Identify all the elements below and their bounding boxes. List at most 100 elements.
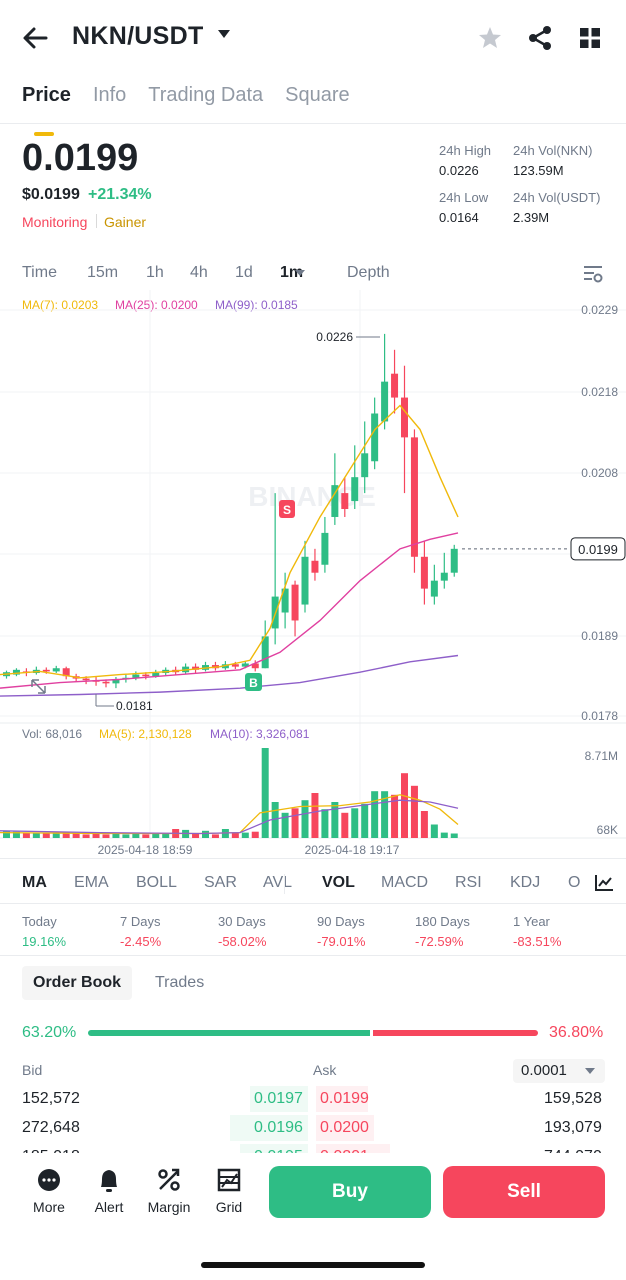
bid-price: 0.0196 (254, 1119, 303, 1136)
interval-4h[interactable]: 4h (190, 264, 208, 281)
indicator-settings-icon[interactable] (594, 874, 614, 892)
bid-ratio: 63.20% (22, 1024, 77, 1041)
candle-body (351, 477, 359, 502)
home-indicator (201, 1262, 425, 1268)
grid-button[interactable]: Grid (199, 1165, 259, 1215)
candle-body (112, 679, 120, 684)
indicator-avl[interactable]: AVL (263, 874, 293, 891)
vol-base-value: 123.59M (513, 163, 564, 178)
tab-info[interactable]: Info (92, 84, 127, 106)
volume-bar (92, 833, 100, 838)
top-bar: NKN/USDT (0, 0, 626, 76)
ma99-legend: MA(99): 0.0185 (215, 298, 298, 312)
monitoring-tag[interactable]: Monitoring (22, 214, 88, 230)
chart-settings-icon[interactable] (583, 265, 603, 283)
candle-body (42, 669, 50, 672)
more-button[interactable]: More (19, 1165, 79, 1215)
indicator-rsi[interactable]: RSI (455, 874, 482, 891)
ask-qty: 193,079 (544, 1119, 602, 1136)
alert-label: Alert (94, 1199, 124, 1215)
ask-price: 0.0199 (320, 1090, 369, 1107)
interval-depth[interactable]: Depth (347, 264, 390, 281)
perf-value: -83.51% (513, 934, 562, 949)
pair-title[interactable]: NKN/USDT (72, 22, 204, 50)
percent-icon (158, 1168, 180, 1191)
margin-button[interactable]: Margin (139, 1165, 199, 1215)
orderbook-row[interactable]: 272,648 0.0196 0.0200 193,079 (0, 1115, 626, 1143)
interval-1d[interactable]: 1d (235, 264, 253, 281)
interval-1h[interactable]: 1h (146, 264, 164, 281)
tab-trading-data[interactable]: Trading Data (148, 84, 264, 106)
price-change: +21.34% (88, 186, 152, 203)
bid-depth-bar (250, 1086, 308, 1112)
price-chart[interactable]: BINANCE0.02290.02180.02080.01890.01780.0… (0, 290, 626, 860)
volume-bar (341, 812, 349, 838)
vol-ma5-legend: MA(5): 2,130,128 (99, 727, 192, 741)
candle-body (52, 668, 60, 672)
candle-body (420, 556, 428, 589)
tab-square[interactable]: Square (285, 84, 350, 106)
ask-depth-bar (316, 1115, 374, 1141)
volume-bar (211, 834, 219, 838)
current-price-label: 0.0199 (578, 542, 618, 557)
tab-order-book[interactable]: Order Book (22, 966, 133, 1000)
divider (0, 858, 626, 859)
volume-bar (281, 812, 289, 838)
gainer-tag[interactable]: Gainer (104, 214, 147, 230)
volume-bar (122, 834, 130, 838)
y-axis-label: 0.0229 (581, 303, 618, 317)
indicator-macd[interactable]: MACD (381, 874, 429, 891)
vol-quote-value: 2.39M (513, 210, 550, 225)
indicator-more[interactable]: O (568, 874, 581, 891)
low-label: 24h Low (439, 190, 489, 205)
volume-bar (401, 773, 408, 838)
volume-bar (381, 791, 389, 838)
sell-button[interactable]: Sell (443, 1166, 605, 1218)
candle-body (341, 493, 349, 510)
candle-body (261, 636, 269, 669)
pair-dropdown-icon[interactable] (218, 30, 230, 38)
orderbook-row[interactable]: 152,572 0.0197 0.0199 159,528 (0, 1086, 626, 1114)
share-icon[interactable] (528, 25, 552, 51)
interval-dropdown-icon[interactable] (295, 270, 305, 276)
precision-select[interactable]: 0.0001 (513, 1059, 605, 1083)
volume-bar (440, 832, 448, 838)
indicator-boll[interactable]: BOLL (136, 874, 177, 891)
volume-bar (62, 831, 70, 838)
candle-body (12, 669, 20, 675)
candle-body (301, 556, 309, 605)
interval-1m[interactable]: 1m (280, 264, 304, 281)
candle-body (192, 666, 200, 670)
indicator-vol[interactable]: VOL (322, 874, 355, 891)
tab-trades[interactable]: Trades (155, 974, 205, 991)
vol-ma10-legend: MA(10): 3,326,081 (210, 727, 310, 741)
buy-button[interactable]: Buy (269, 1166, 431, 1218)
indicator-ema[interactable]: EMA (74, 874, 109, 891)
candle-body (62, 668, 70, 677)
star-icon[interactable] (478, 26, 502, 49)
volume-bar (162, 833, 170, 838)
interval-15m[interactable]: 15m (87, 264, 119, 281)
indicator-sar[interactable]: SAR (204, 874, 237, 891)
volume-bar (391, 794, 399, 838)
perf-label: Today (22, 914, 57, 929)
y-axis-label: 0.0218 (581, 385, 618, 399)
volume-bar (291, 808, 299, 838)
candle-body (152, 673, 160, 677)
interval-time[interactable]: Time (22, 264, 57, 281)
alert-button[interactable]: Alert (79, 1165, 139, 1215)
grid-icon[interactable] (580, 28, 600, 48)
tab-price[interactable]: Price (22, 84, 71, 136)
indicator-kdj[interactable]: KDJ (510, 874, 541, 891)
candle-body (430, 580, 438, 597)
back-arrow-icon[interactable] (22, 26, 48, 50)
candle-body (221, 664, 229, 669)
last-price: 0.0199 (22, 137, 139, 179)
divider (0, 955, 626, 956)
chevron-down-icon[interactable] (585, 1068, 595, 1074)
volume-bar (82, 834, 90, 838)
indicator-ma[interactable]: MA (22, 874, 47, 891)
ask-depth-bar (316, 1086, 368, 1112)
volume-bar (231, 832, 239, 838)
volume-bar (261, 748, 269, 838)
